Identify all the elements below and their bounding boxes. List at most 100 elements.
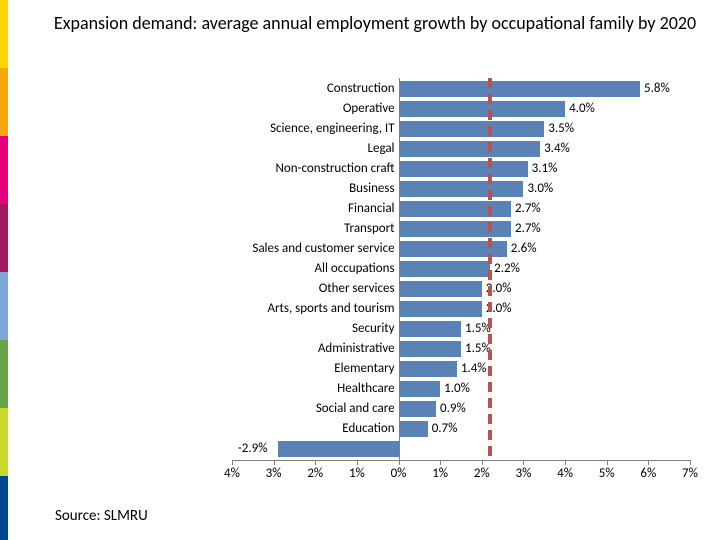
- x-tick-label: 5%: [592, 466, 622, 481]
- value-label: 3.0%: [527, 180, 553, 198]
- x-tick: [274, 460, 275, 465]
- x-tick: [357, 460, 358, 465]
- bar: [399, 321, 461, 337]
- bar: [399, 81, 640, 97]
- value-label: 5.8%: [644, 80, 670, 98]
- category-label: Elementary: [205, 360, 395, 378]
- category-label: Operative: [205, 100, 395, 118]
- x-tick: [607, 460, 608, 465]
- reference-line-segment: [488, 366, 492, 376]
- category-label: Sales and customer service: [205, 240, 395, 258]
- reference-line-segment: [488, 110, 492, 120]
- bar: [399, 301, 482, 317]
- source-label: Source: SLMRU: [55, 507, 148, 525]
- bar-row: Elementary1.4%: [232, 360, 690, 378]
- bar: [278, 441, 399, 457]
- value-label: 2.6%: [511, 240, 537, 258]
- chart: Construction5.8%Operative4.0%Science, en…: [40, 78, 690, 478]
- strip-segment: [0, 476, 8, 540]
- reference-line-segment: [488, 446, 492, 456]
- plot-area: Construction5.8%Operative4.0%Science, en…: [232, 78, 690, 458]
- x-tick-label: 7%: [675, 466, 705, 481]
- strip-segment: [0, 0, 8, 68]
- category-label: Education: [205, 420, 395, 438]
- x-tick: [399, 460, 400, 465]
- strip-segment: [0, 204, 8, 272]
- x-tick-label: 4%: [550, 466, 580, 481]
- x-tick-label: 0%: [384, 466, 414, 481]
- reference-line-segment: [488, 222, 492, 232]
- bar-row: Science, engineering, IT3.5%: [232, 120, 690, 138]
- x-tick-label: 1%: [425, 466, 455, 481]
- bar: [399, 161, 528, 177]
- value-label: 1.5%: [465, 320, 491, 338]
- category-label: Science, engineering, IT: [205, 120, 395, 138]
- x-tick: [690, 460, 691, 465]
- bar-row: Transport2.7%: [232, 220, 690, 238]
- reference-line-segment: [488, 142, 492, 152]
- bar: [399, 181, 524, 197]
- value-label: 1.5%: [465, 340, 491, 358]
- bar-row: Security1.5%: [232, 320, 690, 338]
- bar-row: Other services2.0%: [232, 280, 690, 298]
- x-tick-label: 3%: [259, 466, 289, 481]
- reference-line-segment: [488, 238, 492, 248]
- category-label: Other services: [205, 280, 395, 298]
- x-tick-label: 2%: [467, 466, 497, 481]
- x-tick: [232, 460, 233, 465]
- category-label: Financial: [205, 200, 395, 218]
- category-label: Administrative: [205, 340, 395, 358]
- bar-row: Social and care0.9%: [232, 400, 690, 418]
- bar-row: Farmers-2.9%: [232, 440, 690, 458]
- bar: [399, 141, 541, 157]
- x-tick: [440, 460, 441, 465]
- bar-row: Non-construction craft3.1%: [232, 160, 690, 178]
- bar-row: Education0.7%: [232, 420, 690, 438]
- reference-line-segment: [488, 382, 492, 392]
- value-label: 0.9%: [440, 400, 466, 418]
- category-label: Social and care: [205, 400, 395, 418]
- x-tick-label: 6%: [633, 466, 663, 481]
- bar-row: All occupations2.2%: [232, 260, 690, 278]
- reference-line-segment: [488, 302, 492, 312]
- x-axis-line: [232, 460, 690, 461]
- strip-segment: [0, 68, 8, 136]
- x-tick: [315, 460, 316, 465]
- reference-line-segment: [488, 158, 492, 168]
- x-tick-label: 2%: [300, 466, 330, 481]
- strip-segment: [0, 272, 8, 340]
- reference-line-segment: [488, 206, 492, 216]
- bar-row: Financial2.7%: [232, 200, 690, 218]
- reference-line-segment: [488, 334, 492, 344]
- value-label: -2.9%: [238, 440, 268, 458]
- reference-line-segment: [488, 190, 492, 200]
- reference-line-segment: [488, 318, 492, 328]
- bar: [399, 281, 482, 297]
- reference-line-segment: [488, 430, 492, 440]
- x-tick-label: 3%: [508, 466, 538, 481]
- value-label: 2.7%: [515, 200, 541, 218]
- bar: [399, 101, 566, 117]
- x-tick-label: 1%: [342, 466, 372, 481]
- bar-row: Arts, sports and tourism2.0%: [232, 300, 690, 318]
- bar: [399, 401, 436, 417]
- category-label: Non-construction craft: [205, 160, 395, 178]
- bar-row: Sales and customer service2.6%: [232, 240, 690, 258]
- value-label: 3.4%: [544, 140, 570, 158]
- strip-segment: [0, 340, 8, 408]
- reference-line-segment: [488, 398, 492, 408]
- bar: [399, 361, 457, 377]
- x-tick: [648, 460, 649, 465]
- bar: [399, 261, 491, 277]
- x-tick: [523, 460, 524, 465]
- bar-row: Healthcare1.0%: [232, 380, 690, 398]
- strip-segment: [0, 408, 8, 476]
- bar: [399, 421, 428, 437]
- bar: [399, 341, 461, 357]
- bar-row: Legal3.4%: [232, 140, 690, 158]
- bar: [399, 201, 511, 217]
- bar: [399, 381, 441, 397]
- bar-row: Operative4.0%: [232, 100, 690, 118]
- bar-row: Administrative1.5%: [232, 340, 690, 358]
- category-label: Transport: [205, 220, 395, 238]
